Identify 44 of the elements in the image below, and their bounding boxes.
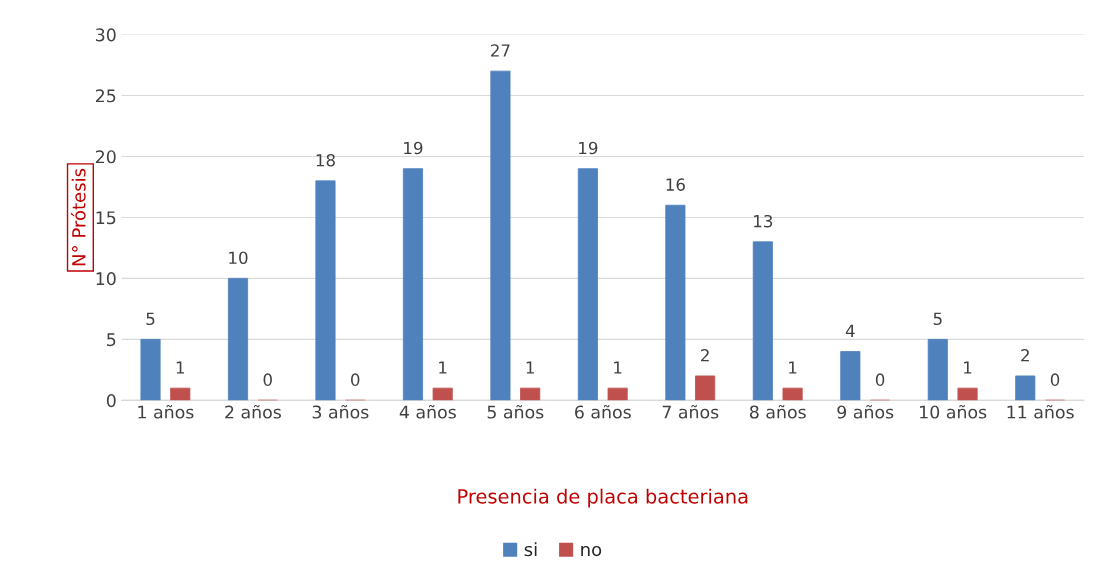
x-tick-label: 5 años [487, 404, 544, 419]
data-label: 13 [754, 214, 773, 228]
x-tick-label: 1 años [138, 404, 194, 419]
data-label: 1 [614, 361, 622, 374]
x-tick-label: 3 años [312, 404, 369, 419]
data-label: 10 [229, 251, 248, 265]
x-tick-label: 7 años [662, 404, 719, 419]
data-label: 18 [316, 153, 335, 167]
data-label: 1 [789, 361, 797, 374]
legend-label: no [581, 545, 602, 557]
y-tick-label: 30 [96, 28, 116, 42]
data-label: 16 [666, 178, 685, 191]
x-tick-label: 11 años [1007, 404, 1074, 419]
x-tick-label: 2 años [225, 404, 281, 419]
data-label: 27 [491, 44, 510, 57]
data-label: 2 [1021, 348, 1029, 362]
x-axis-title: Presencia de placa bacteriana [458, 488, 748, 508]
y-tick-label: 20 [95, 150, 116, 164]
x-tick-label: 4 años [399, 404, 456, 419]
data-label: 19 [579, 141, 598, 155]
data-label: 0 [875, 373, 885, 386]
x-tick-label: 8 años [749, 404, 806, 419]
data-label: 1 [176, 361, 185, 374]
y-tick-label: 25 [95, 89, 116, 103]
data-label: 0 [263, 373, 272, 386]
x-tick-label: 10 años [920, 404, 987, 419]
y-axis-title: N° Prótesis [70, 168, 86, 266]
x-tick-label: 9 años [837, 404, 894, 419]
data-label: 2 [701, 348, 709, 362]
data-label: 0 [351, 373, 360, 386]
data-label: 0 [1050, 373, 1060, 386]
data-label: 5 [933, 312, 942, 326]
y-tick-label: 5 [107, 333, 116, 347]
data-label: 1 [964, 361, 972, 374]
y-tick-label: 10 [96, 272, 116, 286]
legend-label: si [524, 542, 537, 557]
data-label: 4 [845, 324, 855, 337]
data-label: 5 [146, 312, 155, 326]
x-tick-label: 6 años [575, 404, 631, 419]
data-label: 19 [404, 141, 423, 155]
data-label: 1 [439, 361, 447, 374]
data-label: 1 [526, 361, 534, 374]
y-tick-label: 0 [106, 394, 116, 408]
y-tick-label: 15 [96, 211, 116, 225]
